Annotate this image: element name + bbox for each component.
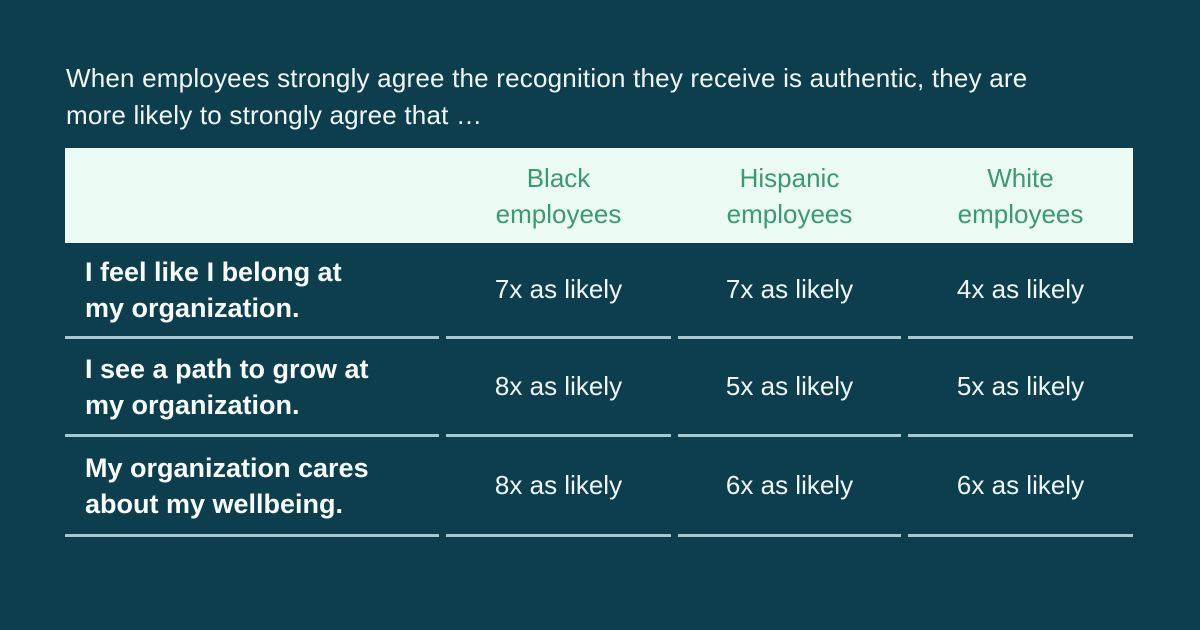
value-cell: 8x as likely [446, 339, 671, 437]
value-cell: 5x as likely [678, 339, 901, 437]
value-cell: 6x as likely [678, 437, 901, 537]
table-row-belong: I feel like I belong at my organization.… [65, 243, 1133, 339]
statement-cell: My organization cares about my wellbeing… [65, 437, 439, 537]
value-cell: 6x as likely [908, 437, 1133, 537]
column-header-label: Hispanic employees [726, 162, 853, 229]
row-value: 8x as likely [494, 371, 623, 401]
statement-cell: I feel like I belong at my organization. [65, 243, 439, 339]
value-cell: 7x as likely [446, 243, 671, 339]
column-header-white-employees: White employees [908, 148, 1133, 243]
column-header-label: Black employees [495, 162, 622, 229]
table-row-wellbeing: My organization cares about my wellbeing… [65, 437, 1133, 537]
row-statement: I feel like I belong at my organization. [85, 256, 342, 323]
header-empty-cell [65, 148, 439, 243]
row-value: 5x as likely [956, 371, 1085, 401]
row-statement: My organization cares about my wellbeing… [85, 452, 369, 519]
row-value: 5x as likely [725, 371, 854, 401]
column-header-hispanic-employees: Hispanic employees [678, 148, 901, 243]
row-value: 4x as likely [956, 274, 1085, 304]
row-value: 7x as likely [725, 274, 854, 304]
value-cell: 8x as likely [446, 437, 671, 537]
value-cell: 5x as likely [908, 339, 1133, 437]
value-cell: 4x as likely [908, 243, 1133, 339]
table-header-row: Black employees Hispanic employees White… [65, 148, 1133, 243]
column-header-black-employees: Black employees [446, 148, 671, 243]
row-statement: I see a path to grow at my organization. [85, 353, 369, 420]
row-value: 6x as likely [956, 470, 1085, 500]
row-value: 8x as likely [494, 470, 623, 500]
value-cell: 7x as likely [678, 243, 901, 339]
column-header-label: White employees [957, 162, 1084, 229]
page-title: When employees strongly agree the recogn… [66, 63, 1028, 130]
statement-cell: I see a path to grow at my organization. [65, 339, 439, 437]
row-value: 6x as likely [725, 470, 854, 500]
row-value: 7x as likely [494, 274, 623, 304]
table-row-growth: I see a path to grow at my organization.… [65, 339, 1133, 437]
comparison-table: Black employees Hispanic employees White… [65, 148, 1133, 537]
